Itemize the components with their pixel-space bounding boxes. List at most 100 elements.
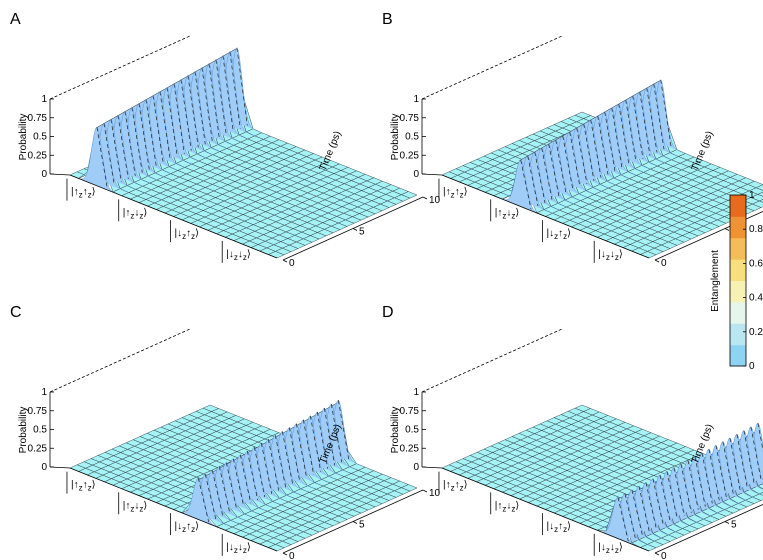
back-edge: [49, 35, 191, 100]
time-tick-label: 5: [359, 227, 365, 238]
peak-crest-line: [239, 454, 252, 504]
time-tick: [724, 521, 730, 524]
state-tick-label: |↓z↓z⟩: [226, 249, 251, 262]
state-label: |↑z↑z⟩: [443, 187, 468, 200]
peak-crest-line: [166, 87, 178, 157]
peak-crest-line: [652, 478, 664, 526]
state-label: |↓z↑z⟩: [546, 228, 571, 241]
state-tick-label: |↓z↓z⟩: [598, 542, 623, 555]
state-label: |↑z↓z⟩: [495, 500, 520, 513]
peak-crest-line: [548, 143, 560, 197]
peak-ridge: [173, 399, 364, 530]
z-tick-label: 0.5: [405, 132, 419, 143]
peak-crest-line: [680, 463, 692, 513]
peak-crest-line: [208, 63, 220, 139]
time-tick: [654, 552, 660, 556]
peak-crest-line: [708, 448, 720, 501]
peak-crest-line: [96, 127, 108, 189]
peak-crest-line: [569, 131, 581, 188]
z-tick-label: 0.5: [33, 132, 47, 143]
z-tick-label: 1: [413, 387, 419, 398]
state-tick-label: |↓z↑z⟩: [546, 521, 571, 534]
colorbar-tick-label: 1: [749, 190, 755, 201]
time-tick: [352, 521, 358, 524]
state-tick-label: |↑z↓z⟩: [123, 500, 148, 513]
peak-crest-line: [715, 445, 727, 498]
state-tick-label: |↑z↑z⟩: [443, 480, 468, 493]
peak-crest-line: [597, 115, 609, 175]
z-tick-label: 0.25: [28, 150, 48, 161]
peak-crest-line: [638, 486, 650, 532]
state-label: |↑z↑z⟩: [443, 480, 468, 493]
time-tick-label: 0: [661, 258, 667, 269]
colorbar-segment: [730, 301, 746, 324]
peak-crest-line: [281, 431, 294, 485]
peak-crest-line: [541, 147, 553, 200]
peak-crest-line: [187, 75, 199, 148]
peak-crest-line: [555, 139, 567, 194]
time-tick-label: 0: [289, 551, 295, 560]
z-tick-label: 0.75: [400, 113, 420, 124]
z-tick-label: 0: [41, 462, 47, 473]
time-tick-label: 0: [661, 551, 667, 560]
z-tick-label: 0.25: [400, 443, 420, 454]
panel-label: C: [10, 304, 22, 321]
time-tick: [724, 228, 730, 231]
panel-label: A: [10, 11, 21, 28]
colorbar-segment: [730, 237, 746, 260]
peak-crest-line: [646, 87, 658, 153]
z-axis-label: Probability: [18, 114, 29, 161]
z-tick-label: 0: [41, 169, 47, 180]
peak-crest-line: [204, 474, 217, 520]
state-tick-label: |↓z↑z⟩: [546, 228, 571, 241]
peak-crest-line: [229, 51, 241, 129]
colorbar-tick-label: 0.6: [749, 258, 763, 269]
surface-face: [758, 492, 763, 496]
peak-crest-line: [687, 460, 699, 510]
peak-crest-line: [110, 119, 122, 183]
colorbar-tick-label: 0.2: [749, 327, 763, 338]
peak-crest-line: [750, 426, 762, 482]
z-tick-label: 0: [413, 462, 419, 473]
colorbar: 0 0.2 0.4 0.6 0.8 1 Entanglement: [710, 190, 763, 372]
state-tick-label: |↑z↓z⟩: [495, 207, 520, 220]
peak-crest-line: [722, 441, 734, 494]
peak-crest-line: [736, 434, 748, 488]
state-tick-label: |↑z↓z⟩: [123, 207, 148, 220]
state-tick-label: |↓z↓z⟩: [598, 249, 623, 262]
z-tick-label: 0.75: [28, 406, 48, 417]
peak-crest-line: [639, 91, 651, 156]
peak-crest-line: [666, 471, 678, 520]
surface-face: [757, 483, 763, 490]
time-tick: [654, 259, 660, 263]
peak-crest-line: [246, 450, 259, 501]
time-tick-label: 5: [359, 520, 365, 531]
peak-crest-line: [288, 427, 301, 482]
peak-crest-line: [295, 423, 308, 479]
peak-crest-line: [201, 67, 213, 142]
state-label: |↓z↓z⟩: [226, 542, 251, 555]
time-tick: [422, 489, 428, 493]
state-label: |↑z↑z⟩: [71, 187, 96, 200]
surface-face: [757, 191, 763, 197]
state-tick-label: |↓z↓z⟩: [226, 542, 251, 555]
peak-crest-line: [159, 91, 171, 161]
time-tick-label: 10: [429, 488, 441, 499]
time-tick: [352, 228, 358, 231]
peak-crest-line: [267, 439, 280, 491]
state-label: |↑z↓z⟩: [495, 207, 520, 220]
time-tick: [422, 196, 428, 200]
peak-crest-line: [632, 95, 644, 159]
peak-crest-line: [222, 55, 234, 132]
time-tick-label: 0: [289, 258, 295, 269]
peak-crest-line: [253, 446, 266, 497]
z-axis-label: Probability: [390, 114, 401, 161]
z-tick-label: 1: [41, 94, 47, 105]
state-tick-label: |↓z↑z⟩: [174, 521, 199, 534]
floor-edge: [421, 173, 443, 176]
colorbar-label: Entanglement: [710, 250, 721, 312]
peak-crest-line: [743, 430, 755, 485]
